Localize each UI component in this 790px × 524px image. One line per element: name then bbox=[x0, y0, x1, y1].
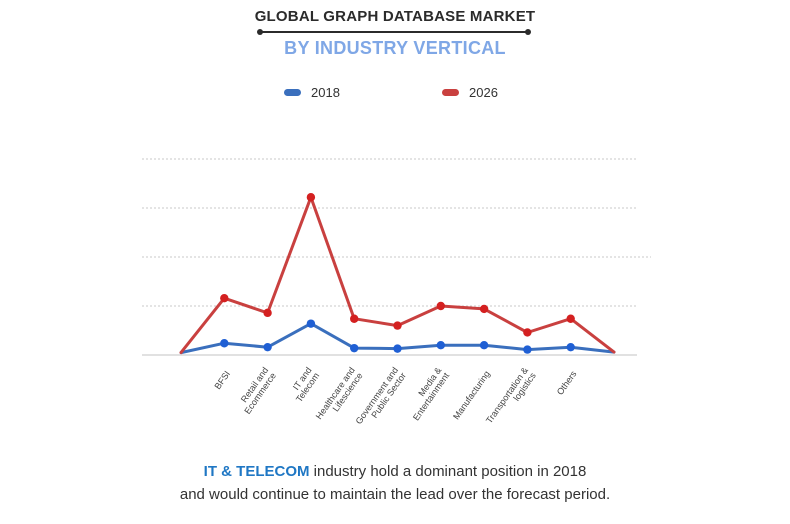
chart-subtitle: BY INDUSTRY VERTICAL bbox=[284, 38, 506, 58]
legend-item-2026: 2026 bbox=[442, 85, 498, 100]
caption-line-1: IT & TELECOM industry hold a dominant po… bbox=[0, 460, 790, 483]
data-point-2018 bbox=[566, 342, 575, 352]
data-point-2018 bbox=[479, 341, 489, 350]
data-point-2018 bbox=[263, 342, 272, 352]
data-point-2018 bbox=[436, 341, 445, 350]
data-point-2018 bbox=[523, 345, 532, 354]
legend-label-2026: 2026 bbox=[469, 85, 498, 100]
caption-line-1-text: industry hold a dominant position in 201… bbox=[309, 463, 587, 480]
x-tick-label: Transportation &logistics bbox=[484, 365, 538, 431]
data-point-2026 bbox=[350, 314, 359, 323]
data-point-2026 bbox=[263, 308, 272, 318]
data-point-2018 bbox=[393, 344, 402, 353]
x-tick-label: IT andTelecom bbox=[286, 365, 321, 404]
line-chart: BFSI Retail andEcommerce IT andTelecomHeal… bbox=[142, 158, 651, 431]
x-tick-label: BFSI bbox=[212, 369, 232, 391]
data-point-2026 bbox=[220, 293, 229, 303]
title-underline bbox=[257, 29, 531, 35]
data-point-2018 bbox=[220, 339, 229, 348]
chart-title: GLOBAL GRAPH DATABASE MARKET bbox=[254, 8, 536, 25]
legend-label-2018: 2018 bbox=[311, 85, 340, 100]
data-point-2026 bbox=[393, 321, 402, 330]
data-point-2026 bbox=[523, 328, 532, 337]
x-tick-label: Retail andEcommerce bbox=[235, 365, 278, 415]
caption: IT & TELECOM industry hold a dominant po… bbox=[0, 460, 790, 506]
x-tick-label: Media &Entertainment bbox=[403, 365, 451, 422]
caption-highlight: IT & TELECOM bbox=[203, 463, 310, 480]
x-tick-label: Others bbox=[555, 369, 579, 397]
caption-line-2: and would continue to maintain the lead … bbox=[179, 486, 611, 503]
legend-item-2018: 2018 bbox=[284, 85, 340, 100]
x-tick-label: Manufacturing bbox=[451, 369, 492, 421]
data-point-2026 bbox=[479, 304, 489, 314]
data-point-2018 bbox=[350, 343, 359, 353]
legend-swatch-2026 bbox=[442, 89, 459, 96]
data-point-2026 bbox=[306, 193, 316, 202]
data-point-2018 bbox=[306, 319, 316, 328]
data-point-2026 bbox=[566, 314, 575, 323]
data-point-2026 bbox=[436, 301, 445, 311]
legend-swatch-2018 bbox=[284, 89, 301, 96]
